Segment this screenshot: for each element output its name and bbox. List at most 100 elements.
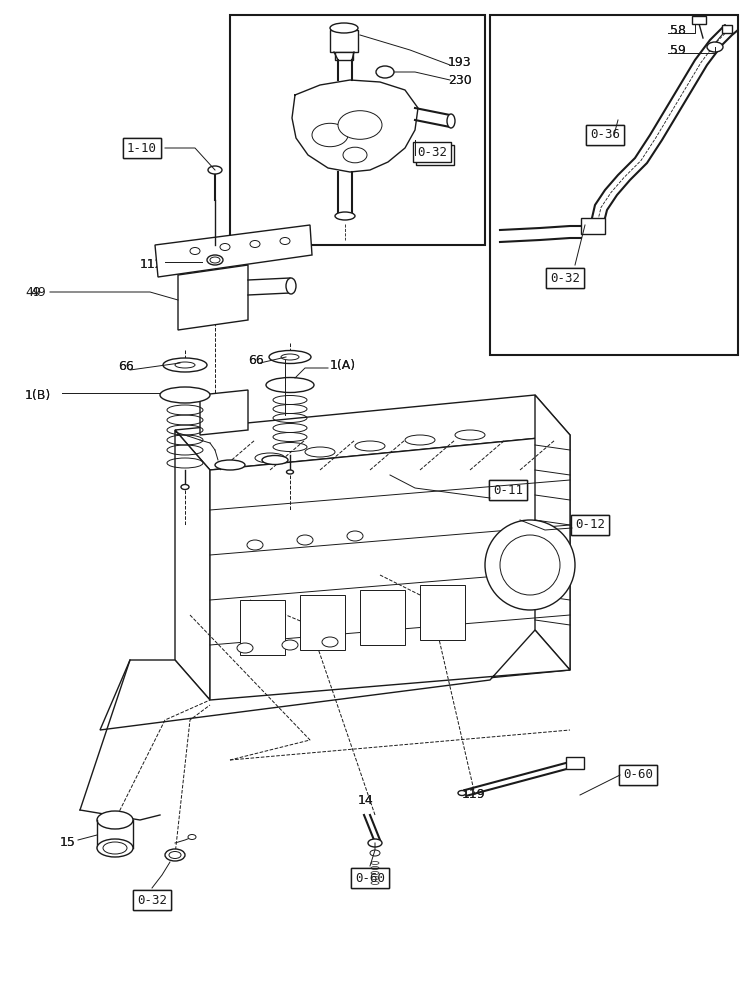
Polygon shape bbox=[178, 265, 248, 330]
Ellipse shape bbox=[286, 470, 293, 474]
Text: 0-11: 0-11 bbox=[493, 484, 523, 496]
Text: 119: 119 bbox=[462, 788, 486, 802]
Text: 1(B): 1(B) bbox=[25, 388, 51, 401]
Ellipse shape bbox=[160, 387, 210, 403]
Text: 230: 230 bbox=[448, 74, 472, 87]
Bar bbox=[566, 757, 584, 769]
Text: 0-32: 0-32 bbox=[550, 271, 580, 284]
Text: 0-60: 0-60 bbox=[623, 768, 653, 782]
Text: 1(A): 1(A) bbox=[330, 359, 356, 371]
Polygon shape bbox=[535, 395, 570, 670]
Text: 66: 66 bbox=[248, 354, 264, 366]
Polygon shape bbox=[292, 80, 418, 172]
Bar bbox=[722, 25, 732, 33]
Ellipse shape bbox=[286, 278, 296, 294]
Text: 14: 14 bbox=[358, 794, 373, 806]
Ellipse shape bbox=[269, 351, 311, 363]
Bar bbox=[360, 590, 405, 645]
Ellipse shape bbox=[355, 441, 385, 451]
Text: 58: 58 bbox=[670, 23, 686, 36]
Ellipse shape bbox=[207, 255, 223, 265]
Bar bbox=[490, 15, 738, 355]
Text: 0-36: 0-36 bbox=[590, 128, 620, 141]
Polygon shape bbox=[175, 430, 210, 700]
Ellipse shape bbox=[190, 247, 200, 254]
Text: 0-11: 0-11 bbox=[493, 484, 523, 496]
Bar bbox=[300, 595, 345, 650]
Polygon shape bbox=[155, 225, 312, 277]
Bar bbox=[692, 16, 706, 24]
Ellipse shape bbox=[181, 485, 189, 489]
Ellipse shape bbox=[335, 212, 355, 220]
Ellipse shape bbox=[455, 430, 485, 440]
Text: 1-10: 1-10 bbox=[127, 141, 157, 154]
Text: 49: 49 bbox=[30, 286, 45, 298]
Text: 15: 15 bbox=[60, 836, 76, 848]
Text: 112: 112 bbox=[140, 258, 164, 271]
Ellipse shape bbox=[458, 790, 466, 796]
Text: 0-12: 0-12 bbox=[575, 518, 605, 532]
Text: 193: 193 bbox=[448, 55, 472, 68]
Text: 15: 15 bbox=[60, 836, 76, 848]
Text: 0-32: 0-32 bbox=[417, 145, 447, 158]
Bar bbox=[240, 600, 285, 655]
Text: 0-32: 0-32 bbox=[137, 894, 167, 906]
Ellipse shape bbox=[347, 531, 363, 541]
Ellipse shape bbox=[169, 852, 181, 858]
Ellipse shape bbox=[322, 637, 338, 647]
Polygon shape bbox=[100, 630, 570, 730]
Ellipse shape bbox=[97, 811, 133, 829]
Ellipse shape bbox=[305, 447, 335, 457]
Text: 1-10: 1-10 bbox=[127, 141, 157, 154]
Ellipse shape bbox=[262, 456, 288, 464]
Ellipse shape bbox=[208, 166, 222, 174]
Ellipse shape bbox=[370, 850, 380, 856]
Ellipse shape bbox=[330, 23, 358, 33]
Ellipse shape bbox=[343, 147, 367, 163]
Ellipse shape bbox=[485, 520, 575, 610]
Ellipse shape bbox=[500, 535, 560, 595]
Polygon shape bbox=[210, 435, 570, 705]
Text: 0-60: 0-60 bbox=[355, 871, 385, 884]
Text: 0-32: 0-32 bbox=[550, 271, 580, 284]
Text: 0-60: 0-60 bbox=[355, 871, 385, 884]
Ellipse shape bbox=[97, 839, 133, 857]
Ellipse shape bbox=[215, 460, 245, 470]
Text: 66: 66 bbox=[248, 354, 264, 366]
Ellipse shape bbox=[237, 643, 253, 653]
Text: 66: 66 bbox=[118, 360, 134, 373]
Ellipse shape bbox=[447, 114, 455, 128]
Ellipse shape bbox=[282, 640, 298, 650]
Text: 14: 14 bbox=[358, 794, 373, 806]
Polygon shape bbox=[175, 395, 570, 470]
Text: 49: 49 bbox=[25, 286, 41, 298]
Bar bbox=[581, 218, 605, 234]
Text: 1(A): 1(A) bbox=[330, 359, 356, 371]
Text: 230: 230 bbox=[448, 74, 472, 87]
Ellipse shape bbox=[405, 435, 435, 445]
Ellipse shape bbox=[376, 66, 394, 78]
Bar bbox=[420, 585, 465, 640]
Text: 193: 193 bbox=[448, 55, 472, 68]
Ellipse shape bbox=[175, 362, 195, 368]
Text: 59: 59 bbox=[670, 43, 686, 56]
Ellipse shape bbox=[297, 535, 313, 545]
Ellipse shape bbox=[312, 123, 348, 147]
Ellipse shape bbox=[266, 377, 314, 392]
Ellipse shape bbox=[338, 111, 382, 139]
Ellipse shape bbox=[707, 42, 723, 52]
Text: 1(B): 1(B) bbox=[25, 388, 51, 401]
Bar bbox=[330, 30, 358, 52]
Ellipse shape bbox=[247, 540, 263, 550]
Text: 112: 112 bbox=[140, 258, 164, 271]
Text: 119: 119 bbox=[462, 788, 486, 802]
Text: 59: 59 bbox=[670, 43, 686, 56]
Text: 0-60: 0-60 bbox=[623, 768, 653, 782]
Ellipse shape bbox=[368, 839, 382, 847]
Bar bbox=[335, 52, 353, 60]
Ellipse shape bbox=[250, 240, 260, 247]
Text: 0-32: 0-32 bbox=[137, 894, 167, 906]
Ellipse shape bbox=[255, 453, 285, 463]
Ellipse shape bbox=[220, 243, 230, 250]
Ellipse shape bbox=[165, 849, 185, 861]
